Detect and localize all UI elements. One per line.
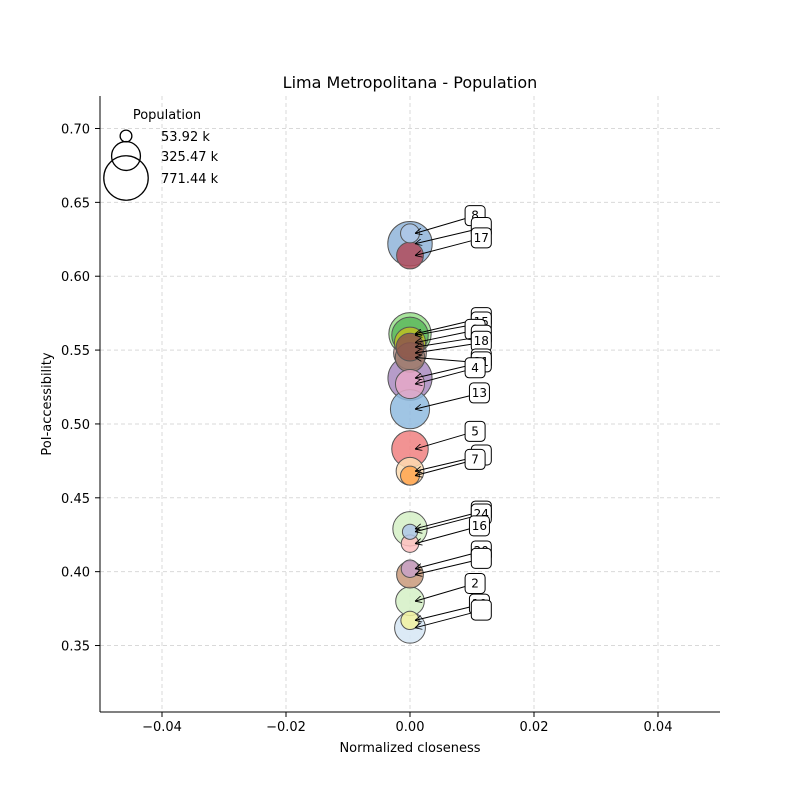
callout-arrow-4 — [415, 324, 472, 335]
x-tick-label-1: −0.02 — [266, 720, 306, 735]
callout-label-0: 8 — [471, 209, 479, 223]
data-point-6 — [395, 332, 425, 362]
callout-arrow-20 — [415, 586, 466, 601]
callout-arrow-19 — [415, 560, 472, 574]
data-point-2 — [396, 241, 424, 270]
legend-marker-2 — [103, 155, 149, 201]
callout-arrow-11 — [415, 395, 470, 409]
callout-arrow-6 — [415, 337, 472, 347]
callout-box-22 — [470, 599, 492, 621]
x-tick-label-0: −0.04 — [142, 720, 182, 735]
callout-arrow-21 — [415, 606, 470, 620]
callout-arrow-18 — [415, 553, 472, 569]
callout-arrow-15 — [415, 513, 472, 529]
callout-box-20 — [464, 572, 486, 594]
callout-arrow-2 — [415, 240, 472, 256]
callout-arrow-10 — [415, 370, 466, 384]
y-tick-label-7: 0.70 — [61, 122, 90, 137]
callout-arrow-12 — [415, 433, 466, 449]
callout-box-12 — [464, 420, 486, 442]
y-axis-label: PoI-accessibility — [40, 352, 55, 455]
callout-arrow-16 — [415, 516, 472, 532]
y-tick-label-0: 0.35 — [61, 640, 90, 655]
point-callouts: 817159182141357241620210 — [415, 205, 492, 628]
callout-arrow-8 — [415, 357, 472, 363]
callout-arrow-17 — [415, 528, 470, 544]
x-tick-label-4: 0.04 — [644, 720, 673, 735]
callout-arrow-1 — [415, 229, 472, 243]
y-tick-label-1: 0.40 — [61, 566, 90, 581]
callout-label-11: 13 — [472, 386, 487, 400]
callout-arrow-9 — [415, 364, 472, 378]
data-points — [387, 221, 433, 644]
callout-arrow-3 — [415, 320, 472, 334]
callout-box-2 — [470, 227, 492, 249]
legend-label-2: 771.44 k — [161, 172, 219, 187]
y-tick-label-5: 0.60 — [61, 270, 90, 285]
callout-label-10: 4 — [471, 361, 479, 375]
callout-arrow-13 — [415, 457, 472, 471]
callout-box-14 — [464, 448, 486, 470]
callout-label-12: 5 — [471, 424, 479, 438]
callout-box-11 — [468, 382, 490, 404]
callout-arrow-7 — [415, 343, 472, 353]
y-tick-label-2: 0.45 — [61, 492, 90, 507]
callout-label-17: 16 — [472, 519, 487, 533]
x-tick-label-2: 0.00 — [396, 720, 425, 735]
y-tick-label-3: 0.50 — [61, 418, 90, 433]
ticks: −0.04 −0.02 0.00 0.02 0.04 0.35 0.40 0.45 0.50 0.… — [61, 122, 672, 735]
x-axis-label: Normalized closeness — [339, 741, 480, 756]
y-tick-label-4: 0.55 — [61, 344, 90, 359]
callout-box-10 — [464, 357, 486, 379]
callout-box-19 — [470, 547, 492, 569]
legend-label-0: 53.92 k — [161, 130, 210, 145]
legend-marker-1 — [110, 140, 142, 172]
callout-arrow-14 — [415, 461, 466, 475]
callout-arrow-22 — [415, 612, 472, 628]
chart-title: Lima Metropolitana - Population — [283, 73, 538, 92]
x-tick-label-3: 0.02 — [520, 720, 549, 735]
callout-arrow-0 — [415, 218, 466, 234]
callout-label-2: 17 — [474, 231, 489, 245]
callout-label-7: 18 — [474, 334, 489, 348]
legend-title: Population — [133, 108, 201, 123]
legend-label-1: 325.47 k — [161, 150, 219, 165]
y-tick-label-6: 0.65 — [61, 196, 90, 211]
legend: Population 53.92 k 325.47 k 771.44 k — [103, 108, 219, 201]
callout-arrow-5 — [415, 331, 466, 342]
callout-label-20: 2 — [471, 576, 479, 590]
callout-label-14: 7 — [471, 452, 479, 466]
data-point-10 — [394, 369, 426, 400]
callout-box-17 — [468, 515, 490, 537]
